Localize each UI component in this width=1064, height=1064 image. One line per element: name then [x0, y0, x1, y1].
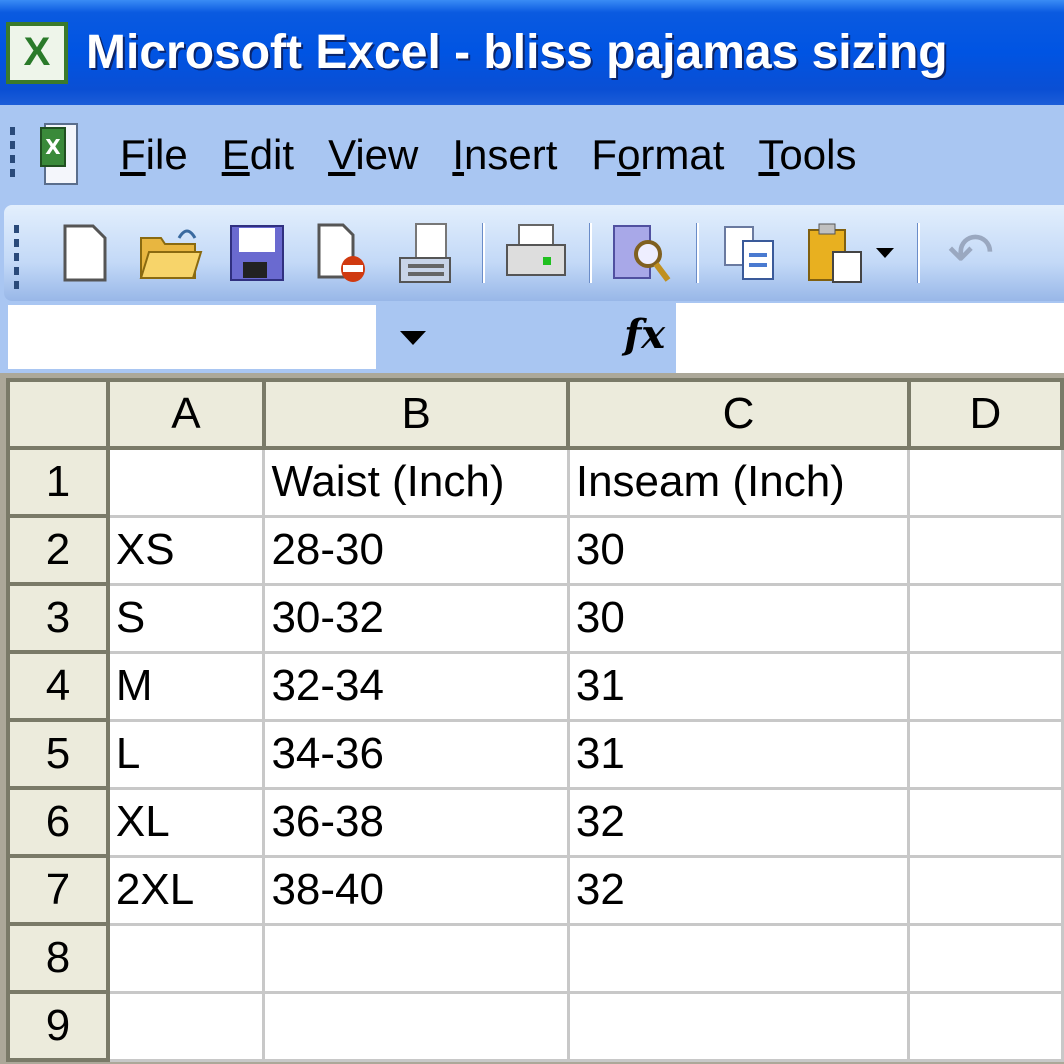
name-box[interactable]: [8, 305, 376, 369]
toolbar-separator: [696, 223, 699, 283]
cell-d1[interactable]: [907, 446, 1064, 518]
menubar-grip[interactable]: [10, 127, 16, 177]
row-header-6[interactable]: 6: [6, 786, 110, 858]
row-header-8[interactable]: 8: [6, 922, 110, 994]
table-row: 1 Waist (Inch) Inseam (Inch): [6, 446, 1064, 518]
standard-toolbar: ↶: [0, 205, 1064, 303]
row-header-1[interactable]: 1: [6, 446, 110, 518]
row-header-9[interactable]: 9: [6, 990, 110, 1062]
cell-c9[interactable]: [566, 990, 911, 1062]
cell-d2[interactable]: [907, 514, 1064, 586]
cell-b1[interactable]: Waist (Inch): [262, 446, 570, 518]
cell-b3[interactable]: 30-32: [262, 582, 570, 654]
cell-c8[interactable]: [566, 922, 911, 994]
title-bar: X Microsoft Excel - bliss pajamas sizing: [0, 0, 1064, 105]
row-header-3[interactable]: 3: [6, 582, 110, 654]
cell-c3[interactable]: 30: [566, 582, 911, 654]
table-row: 8: [6, 922, 1064, 994]
menu-tools[interactable]: Tools: [758, 131, 857, 178]
paste-icon[interactable]: [803, 220, 869, 286]
menu-format[interactable]: Format: [591, 131, 725, 178]
print-icon[interactable]: [503, 220, 569, 286]
toolbar-separator: [917, 223, 920, 283]
cell-d3[interactable]: [907, 582, 1064, 654]
cell-a4[interactable]: M: [106, 650, 266, 722]
cell-a9[interactable]: [106, 990, 266, 1062]
column-header-c[interactable]: C: [566, 378, 911, 450]
cell-b9[interactable]: [262, 990, 570, 1062]
column-header-d[interactable]: D: [906, 378, 1064, 450]
email-icon[interactable]: [396, 220, 462, 286]
menu-insert[interactable]: Insert: [452, 131, 558, 178]
insert-function-icon[interactable]: fx: [624, 311, 666, 358]
cell-a7[interactable]: 2XL: [106, 854, 266, 926]
window-title: Microsoft Excel - bliss pajamas sizing: [86, 26, 948, 79]
formula-input[interactable]: [676, 303, 1064, 373]
menu-bar: X File Edit View Insert Format Tools: [0, 105, 1064, 205]
cell-a8[interactable]: [106, 922, 266, 994]
undo-icon[interactable]: ↶: [947, 220, 995, 286]
table-row: 4 M 32-34 31: [6, 650, 1064, 722]
toolbar-separator: [482, 223, 485, 283]
column-header-a[interactable]: A: [105, 378, 266, 450]
cell-a3[interactable]: S: [106, 582, 266, 654]
cell-a2[interactable]: XS: [106, 514, 266, 586]
cell-c4[interactable]: 31: [566, 650, 911, 722]
select-all-corner[interactable]: [6, 378, 110, 450]
name-box-dropdown[interactable]: [400, 331, 426, 345]
paste-options-dropdown[interactable]: [873, 220, 897, 286]
table-row: 3 S 30-32 30: [6, 582, 1064, 654]
workbook-icon[interactable]: X: [26, 123, 86, 187]
cell-d4[interactable]: [907, 650, 1064, 722]
open-icon[interactable]: [138, 220, 204, 286]
cell-b2[interactable]: 28-30: [262, 514, 570, 586]
cell-b4[interactable]: 32-34: [262, 650, 570, 722]
row-header-4[interactable]: 4: [6, 650, 110, 722]
menu-edit[interactable]: Edit: [221, 131, 295, 178]
cell-b8[interactable]: [262, 922, 570, 994]
cell-b6[interactable]: 36-38: [262, 786, 570, 858]
row-header-2[interactable]: 2: [6, 514, 110, 586]
table-row: 2 XS 28-30 30: [6, 514, 1064, 586]
table-row: 7 2XL 38-40 32: [6, 854, 1064, 926]
cell-c6[interactable]: 32: [566, 786, 911, 858]
column-header-b[interactable]: B: [261, 378, 571, 450]
cell-d8[interactable]: [907, 922, 1064, 994]
table-row: 9: [6, 990, 1064, 1062]
toolbar-separator: [589, 223, 592, 283]
cell-d9[interactable]: [907, 990, 1064, 1062]
row-header-7[interactable]: 7: [6, 854, 110, 926]
cell-a6[interactable]: XL: [106, 786, 266, 858]
save-icon[interactable]: [224, 220, 290, 286]
formula-bar: fx: [0, 303, 1064, 373]
cell-c2[interactable]: 30: [566, 514, 911, 586]
cell-c1[interactable]: Inseam (Inch): [566, 446, 911, 518]
row-header-5[interactable]: 5: [6, 718, 110, 790]
print-preview-icon[interactable]: [610, 220, 676, 286]
cell-a5[interactable]: L: [106, 718, 266, 790]
cell-b5[interactable]: 34-36: [262, 718, 570, 790]
permission-icon[interactable]: [310, 220, 376, 286]
menu-view[interactable]: View: [328, 131, 419, 178]
copy-icon[interactable]: [717, 220, 783, 286]
cell-d6[interactable]: [907, 786, 1064, 858]
cell-c7[interactable]: 32: [566, 854, 911, 926]
cell-d5[interactable]: [907, 718, 1064, 790]
table-row: 5 L 34-36 31: [6, 718, 1064, 790]
table-row: 6 XL 36-38 32: [6, 786, 1064, 858]
cell-c5[interactable]: 31: [566, 718, 911, 790]
cell-a1[interactable]: [106, 446, 266, 518]
new-icon[interactable]: [52, 220, 118, 286]
cell-b7[interactable]: 38-40: [262, 854, 570, 926]
toolbar-grip[interactable]: [14, 225, 20, 289]
cell-d7[interactable]: [907, 854, 1064, 926]
menu-file[interactable]: File: [120, 131, 188, 178]
excel-app-icon[interactable]: X: [6, 21, 68, 84]
